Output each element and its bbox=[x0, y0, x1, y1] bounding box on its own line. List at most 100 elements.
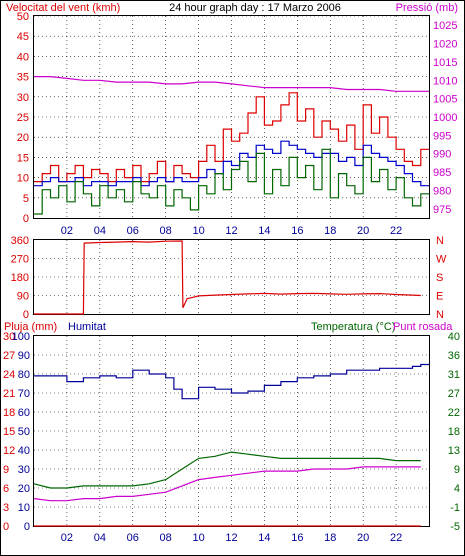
pressure-tick-label: 990 bbox=[433, 149, 451, 161]
x-tick-label-bottom: 10 bbox=[192, 532, 204, 544]
humidity-tick-label: 30 bbox=[18, 464, 30, 476]
compass-label: E bbox=[436, 291, 443, 303]
wind-axis-title: Velocitat del vent (kmh) bbox=[6, 2, 120, 14]
rain-tick-label: 27 bbox=[3, 350, 15, 362]
pressure-tick-label: 985 bbox=[433, 167, 451, 179]
rain-tick-label: 9 bbox=[3, 464, 9, 476]
temperature-tick-label: 36 bbox=[448, 350, 460, 362]
wind-tick-label: 35 bbox=[17, 72, 29, 84]
temperature-tick-label: 31 bbox=[448, 369, 460, 381]
series-line-dewpoint bbox=[33, 466, 421, 502]
compass-label: W bbox=[436, 254, 447, 266]
humidity-tick-label: 40 bbox=[18, 445, 30, 457]
x-tick-label-top: 18 bbox=[324, 225, 336, 237]
temperature-tick-label: 22 bbox=[448, 407, 460, 419]
wind-tick-label: 25 bbox=[17, 112, 29, 124]
x-tick-label-top: 20 bbox=[357, 225, 369, 237]
rain-tick-label: 24 bbox=[3, 369, 15, 381]
temperature-axis-title: Temperatura (°C) bbox=[311, 321, 395, 333]
series-line-humidity bbox=[34, 363, 429, 400]
dewpoint-axis-title: Punt rosada bbox=[393, 321, 453, 333]
compass-label: N bbox=[436, 235, 444, 247]
rain-tick-label: 6 bbox=[3, 483, 9, 495]
humidity-tick-label: 20 bbox=[18, 483, 30, 495]
wind-tick-label: 0 bbox=[23, 213, 29, 225]
direction-tick-label: 0 bbox=[23, 309, 29, 321]
temperature-tick-label: 9 bbox=[454, 464, 460, 476]
x-tick-label-bottom: 06 bbox=[127, 532, 139, 544]
rain-tick-label: 30 bbox=[3, 331, 15, 343]
temperature-tick-label: 27 bbox=[448, 388, 460, 400]
x-tick-label-bottom: 14 bbox=[258, 532, 270, 544]
wind-tick-label: 15 bbox=[17, 152, 29, 164]
x-tick-label-top: 16 bbox=[291, 225, 303, 237]
x-tick-label-top: 06 bbox=[127, 225, 139, 237]
wind-tick-label: 50 bbox=[17, 11, 29, 23]
x-tick-label-bottom: 04 bbox=[94, 532, 106, 544]
x-tick-label-top: 04 bbox=[94, 225, 106, 237]
wind-tick-label: 10 bbox=[17, 173, 29, 185]
x-tick-label-bottom: 20 bbox=[357, 532, 369, 544]
compass-label: S bbox=[436, 272, 443, 284]
temperature-tick-label: 40 bbox=[448, 331, 460, 343]
pressure-tick-label: 1010 bbox=[433, 75, 457, 87]
humidity-tick-label: 10 bbox=[18, 502, 30, 514]
rain-tick-label: 15 bbox=[3, 426, 15, 438]
pressure-tick-label: 1015 bbox=[433, 57, 457, 69]
humidity-tick-label: 50 bbox=[18, 426, 30, 438]
direction-tick-label: 180 bbox=[11, 272, 29, 284]
temperature-tick-label: 18 bbox=[448, 426, 460, 438]
series-line-direction bbox=[34, 240, 421, 315]
x-tick-label-top: 02 bbox=[61, 225, 73, 237]
x-tick-label-top: 08 bbox=[160, 225, 172, 237]
pressure-axis-title: Pressió (mb) bbox=[396, 2, 458, 14]
pressure-tick-label: 1020 bbox=[433, 39, 457, 51]
wind-panel-frame bbox=[33, 15, 430, 219]
humidity-tick-label: 90 bbox=[18, 350, 30, 362]
series-line-gust bbox=[34, 92, 429, 183]
humidity-tick-label: 60 bbox=[18, 407, 30, 419]
pressure-tick-label: 975 bbox=[433, 204, 451, 216]
wind-tick-label: 5 bbox=[23, 193, 29, 205]
rain-tick-label: 12 bbox=[3, 445, 15, 457]
temperature-tick-label: 13 bbox=[448, 445, 460, 457]
rain-tick-label: 18 bbox=[3, 407, 15, 419]
humidity-tick-label: 70 bbox=[18, 388, 30, 400]
wind-tick-label: 30 bbox=[17, 92, 29, 104]
pressure-tick-label: 1005 bbox=[433, 94, 457, 106]
x-tick-label-bottom: 02 bbox=[61, 532, 73, 544]
pressure-tick-label: 1000 bbox=[433, 112, 457, 124]
x-tick-label-bottom: 18 bbox=[324, 532, 336, 544]
chart-title: 24 hour graph day : 17 Marzo 2006 bbox=[169, 2, 341, 14]
x-tick-label-bottom: 16 bbox=[291, 532, 303, 544]
series-line-temperature bbox=[33, 451, 421, 489]
direction-panel-frame bbox=[33, 239, 430, 315]
humidity-tick-label: 0 bbox=[24, 521, 30, 533]
wind-tick-label: 45 bbox=[17, 31, 29, 43]
compass-label: N bbox=[436, 309, 444, 321]
rain-tick-label: 0 bbox=[3, 521, 9, 533]
x-tick-label-top: 12 bbox=[225, 225, 237, 237]
x-tick-label-bottom: 12 bbox=[225, 532, 237, 544]
humidity-tick-label: 100 bbox=[12, 331, 30, 343]
rain-tick-label: 3 bbox=[3, 502, 9, 514]
humidity-tick-label: 80 bbox=[18, 369, 30, 381]
direction-tick-label: 360 bbox=[11, 235, 29, 247]
x-tick-label-top: 22 bbox=[390, 225, 402, 237]
x-tick-label-bottom: 22 bbox=[390, 532, 402, 544]
humidity-axis-title: Humitat bbox=[68, 321, 106, 333]
x-tick-label-top: 10 bbox=[192, 225, 204, 237]
temperature-tick-label: 4 bbox=[454, 483, 460, 495]
series-line-pressure bbox=[34, 76, 429, 92]
x-tick-label-bottom: 08 bbox=[160, 532, 172, 544]
data-series bbox=[33, 76, 429, 527]
pressure-tick-label: 1025 bbox=[433, 20, 457, 32]
series-line-wind bbox=[34, 148, 429, 215]
direction-tick-label: 90 bbox=[17, 291, 29, 303]
pressure-tick-label: 995 bbox=[433, 130, 451, 142]
rain-tick-label: 21 bbox=[3, 388, 15, 400]
axis-tick-labels: 0202040406060808101012121414161618182020… bbox=[3, 11, 460, 544]
wind-tick-label: 20 bbox=[17, 132, 29, 144]
